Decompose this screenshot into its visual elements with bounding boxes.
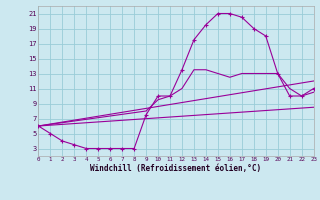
X-axis label: Windchill (Refroidissement éolien,°C): Windchill (Refroidissement éolien,°C) (91, 164, 261, 173)
